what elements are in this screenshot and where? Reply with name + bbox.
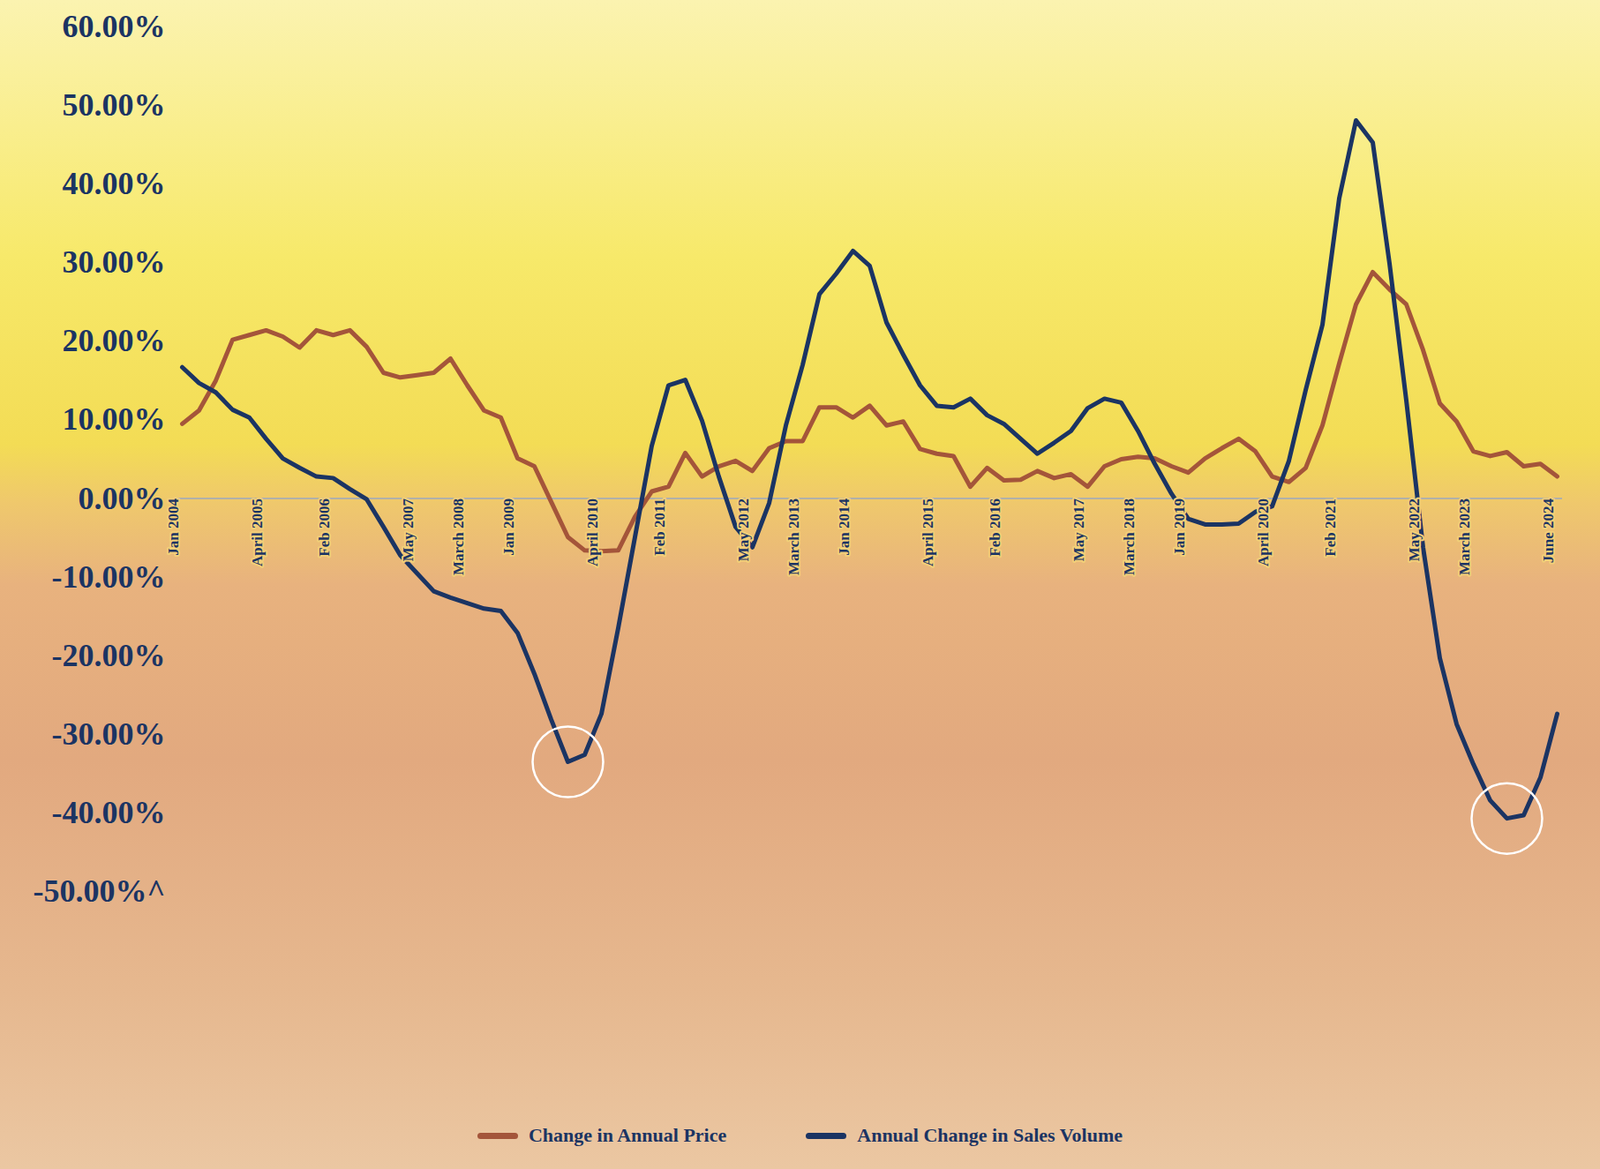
svg-text:Jan 2009: Jan 2009 (500, 498, 518, 556)
svg-text:Feb 2006: Feb 2006 (315, 498, 333, 557)
svg-text:March 2013: March 2013 (785, 498, 803, 576)
svg-text:30.00%: 30.00% (62, 244, 166, 280)
svg-text:-50.00%^: -50.00%^ (33, 873, 166, 909)
svg-text:60.00%: 60.00% (62, 8, 166, 45)
svg-text:May 2007: May 2007 (399, 498, 417, 563)
svg-text:0.00%: 0.00% (78, 480, 166, 517)
svg-text:Feb 2016: Feb 2016 (986, 498, 1004, 557)
svg-text:-30.00%: -30.00% (52, 716, 166, 752)
svg-text:20.00%: 20.00% (62, 323, 166, 359)
svg-text:May 2022: May 2022 (1405, 498, 1423, 562)
svg-text:50.00%: 50.00% (62, 87, 166, 123)
svg-text:April 2010: April 2010 (584, 498, 601, 567)
svg-text:-10.00%: -10.00% (52, 559, 166, 595)
html-text:Annual Change in Sales Volume: Annual Change in Sales Volume (857, 1124, 1123, 1147)
svg-text:Jan 2014: Jan 2014 (835, 498, 853, 556)
html-text:Change in Annual Price: Change in Annual Price (528, 1124, 727, 1147)
svg-text:April 2020: April 2020 (1254, 498, 1272, 567)
svg-text:June 2024: June 2024 (1539, 498, 1557, 564)
svg-text:Jan 2019: Jan 2019 (1171, 498, 1188, 556)
svg-text:10.00%: 10.00% (62, 401, 166, 437)
svg-text:March 2023: March 2023 (1456, 498, 1473, 576)
svg-text:March 2018: March 2018 (1120, 498, 1138, 576)
svg-text:May 2012: May 2012 (735, 498, 752, 562)
svg-text:April 2005: April 2005 (248, 498, 266, 567)
svg-text:May 2017: May 2017 (1070, 498, 1088, 563)
svg-text:Jan 2004: Jan 2004 (165, 498, 182, 556)
svg-text:-20.00%: -20.00% (52, 638, 166, 674)
svg-text:March 2008: March 2008 (450, 498, 467, 576)
svg-text:Feb 2021: Feb 2021 (1322, 498, 1339, 557)
svg-text:April 2015: April 2015 (919, 498, 937, 567)
svg-text:-40.00%: -40.00% (52, 795, 166, 831)
svg-text:Feb 2011: Feb 2011 (651, 498, 669, 556)
svg-text:40.00%: 40.00% (62, 165, 166, 202)
